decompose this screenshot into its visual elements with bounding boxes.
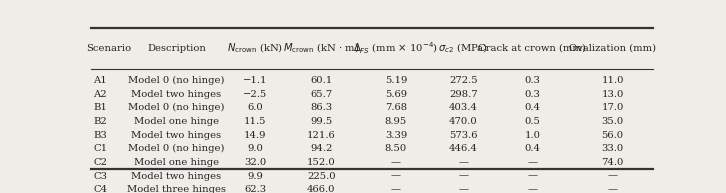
Text: Model 0 (no hinge): Model 0 (no hinge): [129, 76, 225, 85]
Text: 121.6: 121.6: [307, 130, 336, 140]
Text: 0.3: 0.3: [524, 76, 540, 85]
Text: 1.0: 1.0: [524, 130, 540, 140]
Text: 298.7: 298.7: [449, 90, 478, 99]
Text: 0.4: 0.4: [524, 144, 540, 153]
Text: C1: C1: [93, 144, 107, 153]
Text: 14.9: 14.9: [244, 130, 266, 140]
Text: B3: B3: [93, 130, 107, 140]
Text: $\mathit{M}_{\mathrm{crown}}$ (kN $\cdot$ m): $\mathit{M}_{\mathrm{crown}}$ (kN $\cdot…: [283, 42, 359, 55]
Text: 11.0: 11.0: [601, 76, 624, 85]
Text: 35.0: 35.0: [601, 117, 624, 126]
Text: 60.1: 60.1: [310, 76, 333, 85]
Text: 62.3: 62.3: [244, 185, 266, 193]
Text: 0.5: 0.5: [524, 117, 540, 126]
Text: 33.0: 33.0: [601, 144, 624, 153]
Text: Model two hinges: Model two hinges: [131, 90, 221, 99]
Text: —: —: [391, 185, 401, 193]
Text: 13.0: 13.0: [601, 90, 624, 99]
Text: C4: C4: [93, 185, 107, 193]
Text: 8.50: 8.50: [385, 144, 407, 153]
Text: Model one hinge: Model one hinge: [134, 117, 219, 126]
Text: —: —: [459, 158, 468, 167]
Text: Model two hinges: Model two hinges: [131, 172, 221, 181]
Text: Scenario: Scenario: [86, 44, 131, 53]
Text: 94.2: 94.2: [310, 144, 333, 153]
Text: B2: B2: [93, 117, 107, 126]
Text: Ovalization (mm): Ovalization (mm): [569, 44, 656, 53]
Text: −2.5: −2.5: [243, 90, 267, 99]
Text: 17.0: 17.0: [601, 103, 624, 112]
Text: 470.0: 470.0: [449, 117, 478, 126]
Text: —: —: [459, 172, 468, 181]
Text: Model 0 (no hinge): Model 0 (no hinge): [129, 103, 225, 112]
Text: 5.69: 5.69: [385, 90, 407, 99]
Text: Model 0 (no hinge): Model 0 (no hinge): [129, 144, 225, 153]
Text: Model one hinge: Model one hinge: [134, 158, 219, 167]
Text: —: —: [391, 172, 401, 181]
Text: C3: C3: [93, 172, 107, 181]
Text: 99.5: 99.5: [310, 117, 333, 126]
Text: 65.7: 65.7: [311, 90, 333, 99]
Text: 0.4: 0.4: [524, 103, 540, 112]
Text: −1.1: −1.1: [243, 76, 268, 85]
Text: 6.0: 6.0: [248, 103, 264, 112]
Text: —: —: [527, 172, 537, 181]
Text: Model two hinges: Model two hinges: [131, 130, 221, 140]
Text: 7.68: 7.68: [385, 103, 407, 112]
Text: Model three hinges: Model three hinges: [127, 185, 226, 193]
Text: A1: A1: [93, 76, 107, 85]
Text: 74.0: 74.0: [601, 158, 624, 167]
Text: 86.3: 86.3: [311, 103, 333, 112]
Text: —: —: [608, 172, 618, 181]
Text: Crack at crown (mm): Crack at crown (mm): [478, 44, 587, 53]
Text: B1: B1: [93, 103, 107, 112]
Text: 56.0: 56.0: [602, 130, 624, 140]
Text: —: —: [391, 158, 401, 167]
Text: 0.3: 0.3: [524, 90, 540, 99]
Text: —: —: [608, 185, 618, 193]
Text: 9.9: 9.9: [248, 172, 264, 181]
Text: 9.0: 9.0: [248, 144, 264, 153]
Text: C2: C2: [93, 158, 107, 167]
Text: 466.0: 466.0: [307, 185, 335, 193]
Text: $\sigma_{\mathit{c2}}$ (MPa): $\sigma_{\mathit{c2}}$ (MPa): [439, 42, 489, 55]
Text: 152.0: 152.0: [307, 158, 336, 167]
Text: —: —: [527, 185, 537, 193]
Text: $\mathit{N}_{\mathrm{crown}}$ (kN): $\mathit{N}_{\mathrm{crown}}$ (kN): [227, 42, 283, 55]
Text: 3.39: 3.39: [385, 130, 407, 140]
Text: 403.4: 403.4: [449, 103, 478, 112]
Text: 573.6: 573.6: [449, 130, 478, 140]
Text: 225.0: 225.0: [307, 172, 335, 181]
Text: 8.95: 8.95: [385, 117, 407, 126]
Text: $\Delta_{\mathit{FS}}$ (mm $\times$ 10$^{-4}$): $\Delta_{\mathit{FS}}$ (mm $\times$ 10$^…: [354, 41, 439, 56]
Text: 272.5: 272.5: [449, 76, 478, 85]
Text: 5.19: 5.19: [385, 76, 407, 85]
Text: Description: Description: [147, 44, 206, 53]
Text: —: —: [459, 185, 468, 193]
Text: A2: A2: [93, 90, 107, 99]
Text: 11.5: 11.5: [244, 117, 266, 126]
Text: 32.0: 32.0: [244, 158, 266, 167]
Text: 446.4: 446.4: [449, 144, 478, 153]
Text: —: —: [527, 158, 537, 167]
